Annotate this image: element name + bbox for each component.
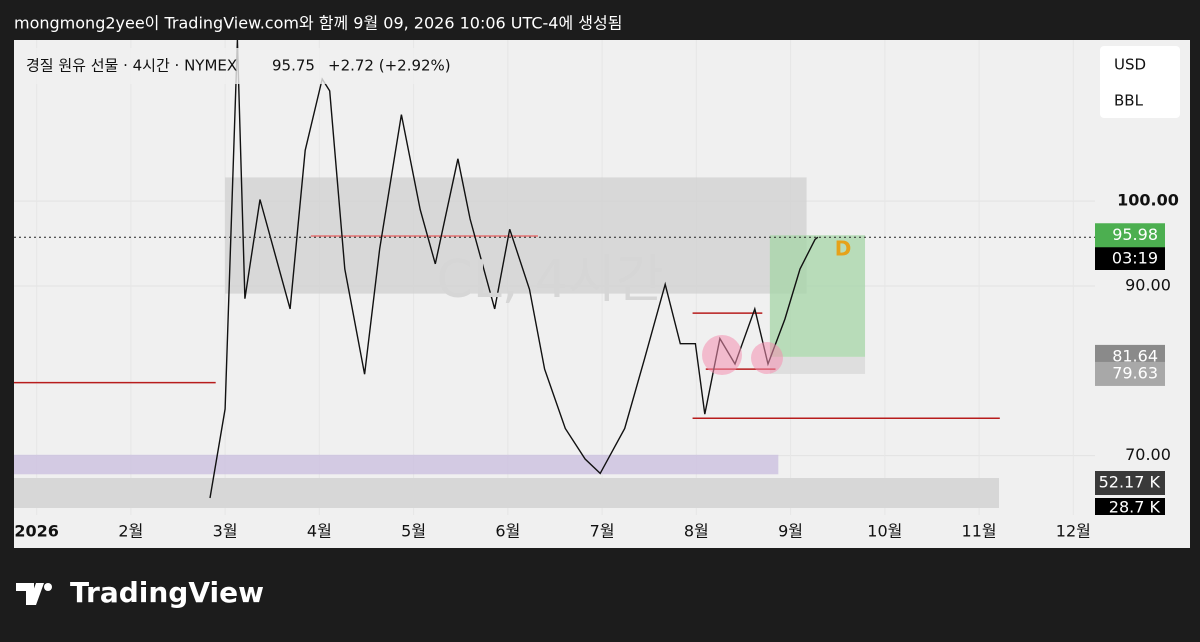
credit: mongmong2yee이 TradingView.com와 함께 9월 09,… (14, 14, 622, 33)
marker-label: D (835, 237, 852, 261)
y-tick-label: 100.00 (1117, 191, 1179, 210)
symbol-title: 경질 원유 선물 · 4시간 · NYMEX (26, 57, 237, 75)
zone (769, 356, 866, 374)
price-tag (1095, 223, 1165, 248)
y-tick-label: 70.00 (1125, 445, 1171, 464)
x-tick-label: 2월 (118, 522, 143, 541)
price-tag-label: 81.64 (1112, 346, 1158, 365)
x-tick-label: 5월 (401, 522, 426, 541)
price-change: +2.72 (+2.92%) (328, 57, 451, 75)
currency: USD (1114, 56, 1146, 74)
volume-area (14, 478, 999, 508)
x-tick-label: 8월 (684, 522, 709, 541)
x-tick-label: 6월 (495, 522, 520, 541)
x-tick-label: 2026 (14, 522, 59, 541)
legend-bg (14, 48, 464, 84)
watermark: CL, 4시간 (436, 250, 663, 310)
highlight (702, 335, 742, 375)
y-tick-label: 90.00 (1125, 275, 1171, 294)
logo: TradingView (16, 576, 264, 609)
unit-box[interactable] (1100, 46, 1180, 118)
zone (769, 235, 866, 357)
last-price: 95.75 (272, 57, 315, 75)
price-tag-label: 79.63 (1112, 363, 1158, 382)
price-tag-label: 95.98 (1112, 225, 1158, 244)
countdown: 03:19 (1112, 249, 1158, 268)
volume-tag (1095, 471, 1165, 495)
x-tick-label: 9월 (778, 522, 803, 541)
volume-tag (1095, 498, 1165, 515)
x-tick-label: 12월 (1056, 522, 1091, 541)
highlight (751, 342, 783, 374)
svg-text:TradingView: TradingView (70, 576, 264, 609)
volume-label: 28.7 K (1109, 498, 1161, 517)
x-tick-label: 3월 (213, 522, 238, 541)
price-tag (1095, 361, 1165, 386)
x-tick-label: 11월 (962, 522, 997, 541)
x-tick-label: 10월 (867, 522, 902, 541)
x-tick-label: 7월 (590, 522, 615, 541)
volume-label: 52.17 K (1099, 473, 1161, 492)
unit: BBL (1114, 92, 1144, 110)
x-tick-label: 4월 (307, 522, 332, 541)
zone (14, 454, 779, 475)
